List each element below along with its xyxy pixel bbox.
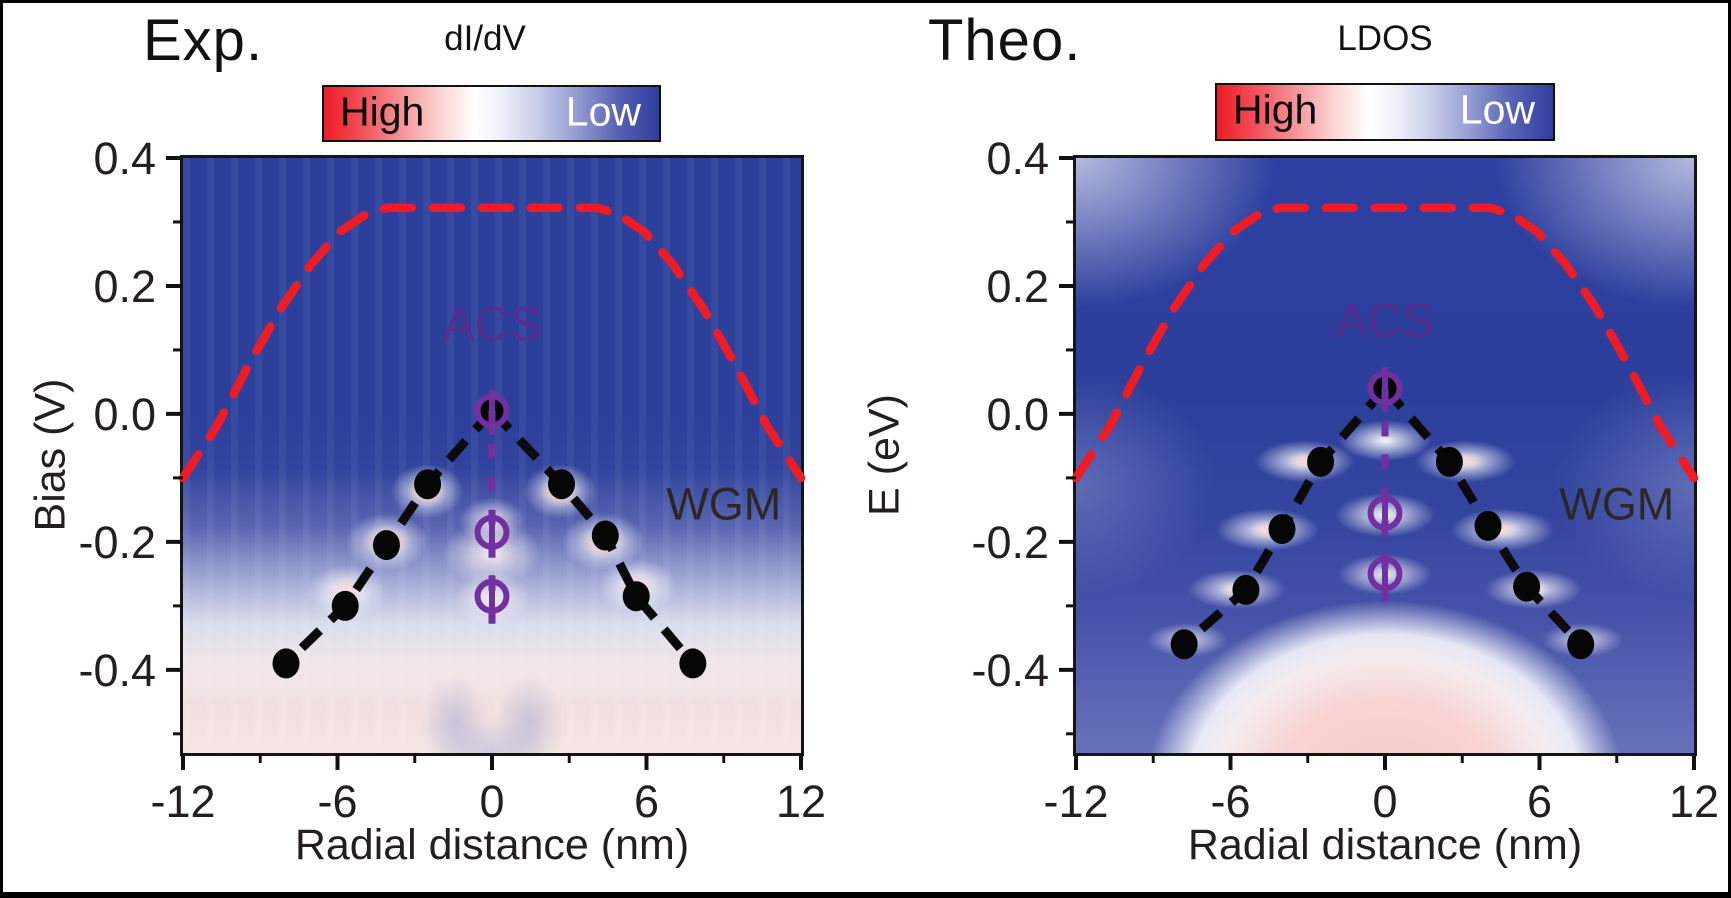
y-tick-label: -0.4 xyxy=(971,645,1049,696)
colorbar-high-label-theo: High xyxy=(1233,86,1318,133)
panel-title-theo: Theo. xyxy=(928,8,1082,73)
x-tick-label: 0 xyxy=(479,776,504,827)
panel-title-exp: Exp. xyxy=(143,8,264,73)
acs-annotation: ACS xyxy=(1336,295,1435,348)
confinement-boundary-dashed-line xyxy=(1071,203,1699,483)
wgm-data-point xyxy=(1435,446,1463,477)
wgm-data-point xyxy=(622,581,650,612)
acs-data-point xyxy=(1367,370,1403,406)
x-tick-label: -6 xyxy=(1210,776,1250,827)
colorbar-low-label-exp: Low xyxy=(565,88,641,135)
x-tick-label: 6 xyxy=(634,776,659,827)
y-tick-label: 0.4 xyxy=(986,133,1049,184)
acs-data-point xyxy=(474,578,510,614)
x-tick-label: -12 xyxy=(1043,776,1108,827)
acs-data-point xyxy=(474,393,510,429)
wgm-data-point xyxy=(272,648,300,679)
y-axis-label-exp: Bias (V) xyxy=(26,378,75,532)
y-tick-label: 0.0 xyxy=(93,389,156,440)
wgm-data-point xyxy=(1474,510,1502,541)
colorbar-low-label-theo: Low xyxy=(1459,86,1535,133)
overlay-exp: ACS WGM 0.4 0.2 0.0 -0.2 -0.4 -12 -6 0 6 12 xyxy=(78,133,826,827)
wgm-data-point xyxy=(331,590,359,621)
wgm-data-point xyxy=(679,648,707,679)
y-tick-label: -0.2 xyxy=(971,517,1049,568)
x-axis-label-theo: Radial distance (nm) xyxy=(1187,821,1583,869)
wgm-data-point xyxy=(548,469,576,500)
x-tick-label: -6 xyxy=(317,776,357,827)
y-tick-label: 0.4 xyxy=(93,133,156,184)
heatmap-theo: ACS WGM 0.4 0.2 0.0 -0.2 -0.4 -12 -6 0 6 12 xyxy=(971,133,1719,827)
y-tick-label: 0.0 xyxy=(986,389,1049,440)
overlay-theo: ACS WGM 0.4 0.2 0.0 -0.2 -0.4 -12 -6 0 6 12 xyxy=(971,133,1719,827)
wgm-data-point xyxy=(1170,629,1198,660)
acs-data-point xyxy=(474,514,510,550)
colorbar-exp: High Low xyxy=(322,85,661,142)
x-tick-label: 6 xyxy=(1527,776,1552,827)
y-axis-label-theo: E (eV) xyxy=(860,394,909,516)
x-tick-label: 12 xyxy=(776,776,826,827)
acs-annotation: ACS xyxy=(443,298,542,351)
wgm-data-point xyxy=(1307,446,1335,477)
heatmap-exp: ACS WGM 0.4 0.2 0.0 -0.2 -0.4 -12 -6 0 6 12 xyxy=(78,133,826,827)
x-tick-label: 12 xyxy=(1669,776,1719,827)
acs-data-point xyxy=(1367,556,1403,592)
colorbar-title-exp: dI/dV xyxy=(444,19,526,58)
colorbar-title-theo: LDOS xyxy=(1337,19,1433,58)
wgm-data-point xyxy=(1567,629,1595,660)
confinement-boundary-dashed-line xyxy=(178,203,806,483)
x-axis-label-exp: Radial distance (nm) xyxy=(294,821,690,869)
y-tick-label: 0.2 xyxy=(986,261,1049,312)
y-tick-label: -0.4 xyxy=(78,645,156,696)
x-tick-label: 0 xyxy=(1372,776,1397,827)
x-tick-label: -12 xyxy=(150,776,215,827)
wgm-data-point xyxy=(591,520,619,551)
y-tick-label: -0.2 xyxy=(78,517,156,568)
acs-data-point xyxy=(1367,495,1403,531)
wgm-annotation: WGM xyxy=(666,478,781,529)
wgm-annotation: WGM xyxy=(1559,478,1674,529)
wgm-data-point xyxy=(414,469,442,500)
y-tick-label: 0.2 xyxy=(93,261,156,312)
wgm-data-point xyxy=(372,530,400,561)
colorbar-high-label-exp: High xyxy=(340,88,425,135)
colorbar-theo: High Low xyxy=(1215,83,1555,141)
wgm-data-point xyxy=(1268,514,1296,545)
wgm-data-point xyxy=(1232,574,1260,605)
wgm-data-point xyxy=(1513,571,1541,602)
